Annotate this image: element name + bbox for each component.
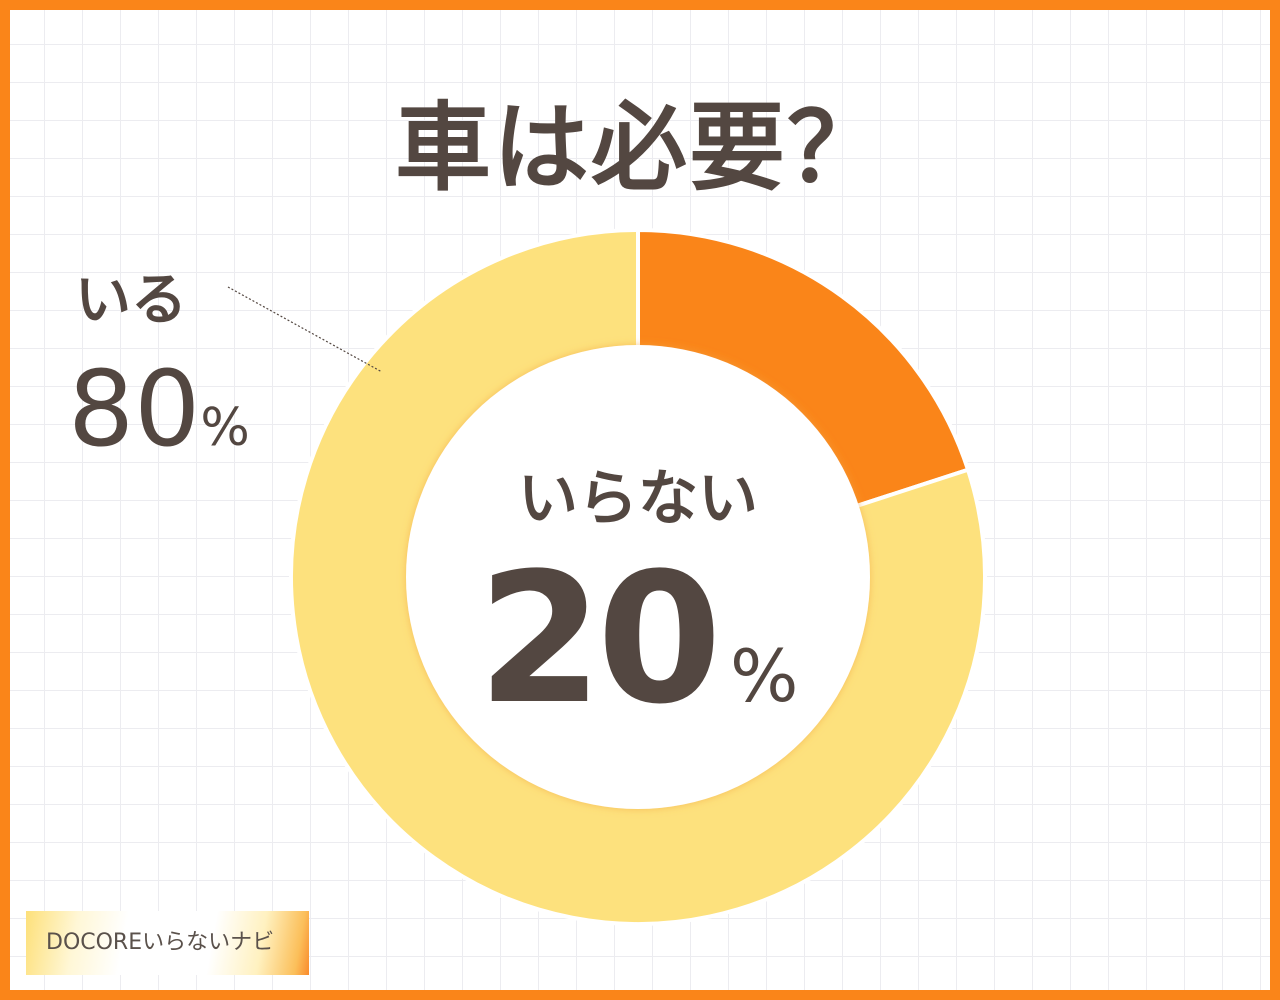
slice-label-iranai: いらない [518, 464, 758, 534]
slice-value-iru: 80% [68, 348, 250, 470]
chart-title: 車は必要？ [395, 92, 885, 204]
slice-value-iranai: 20% [438, 535, 838, 744]
slice-label-iru: いる [75, 268, 187, 333]
donut-hole [406, 345, 870, 809]
value-number: 80 [68, 348, 201, 470]
slice-1 [289, 227, 987, 926]
value-number: 20 [477, 535, 722, 744]
value-unit: % [730, 634, 799, 718]
logo: DOCOREいらないナビ [26, 911, 309, 975]
value-unit: % [200, 398, 250, 458]
leader-line [227, 286, 383, 373]
